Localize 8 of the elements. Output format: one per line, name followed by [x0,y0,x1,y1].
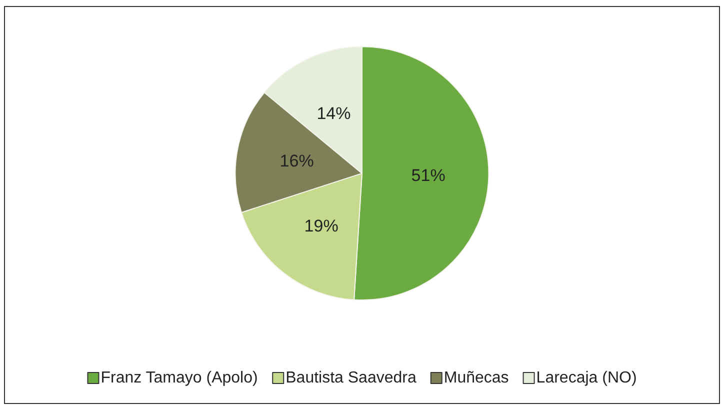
data-label: 51% [411,166,446,185]
data-label: 14% [316,104,351,123]
legend-label: Franz Tamayo (Apolo) [100,370,258,386]
legend-label: Bautista Saavedra [286,370,416,386]
data-label: 16% [280,151,314,170]
legend-label: Larecaja (NO) [536,370,637,386]
legend-label: Muñecas [444,370,509,386]
data-label: 19% [304,216,338,236]
